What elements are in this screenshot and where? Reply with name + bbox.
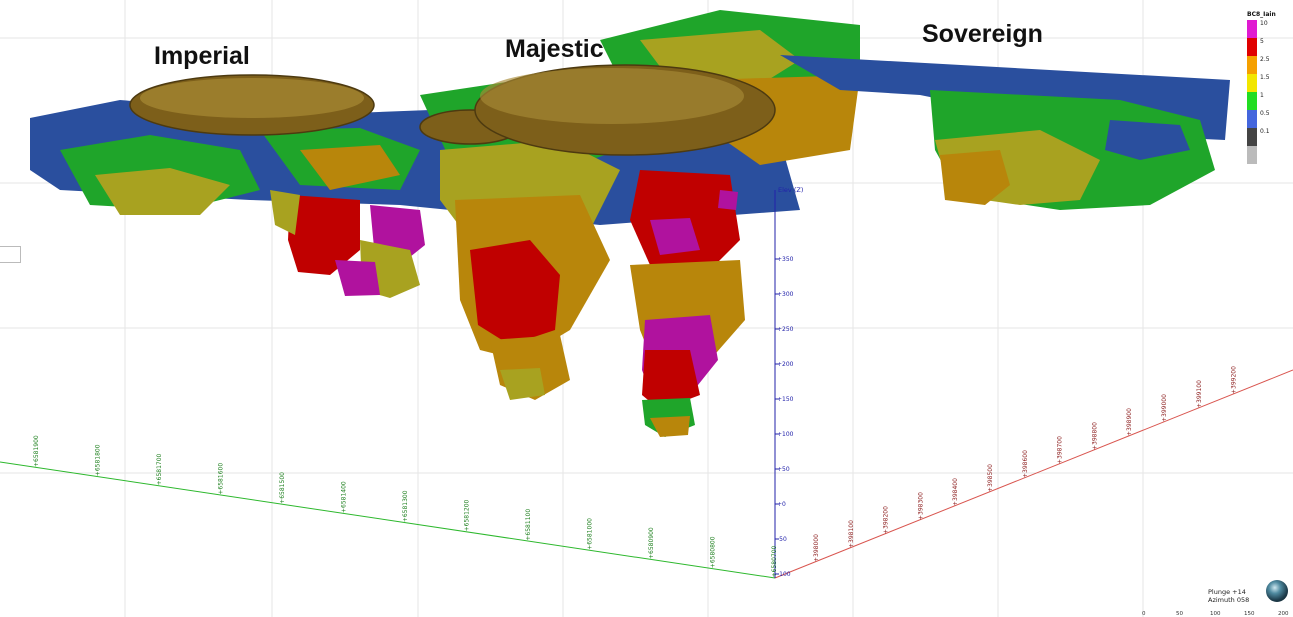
block-sovereign-blue	[1105, 120, 1190, 160]
northing-tick-label: +6581900	[33, 435, 40, 467]
easting-tick-label: +398500	[987, 464, 994, 492]
axis-lines	[0, 190, 1293, 579]
azimuth-readout: Azimuth 058	[1208, 596, 1250, 604]
legend-row	[1247, 146, 1289, 164]
easting-tick-label: +399200	[1231, 366, 1238, 394]
easting-tick-label: +398300	[917, 492, 924, 520]
pit-label-imperial: Imperial	[154, 42, 250, 70]
northing-tick-label: +6581600	[218, 463, 225, 495]
legend-row: 1	[1247, 92, 1289, 110]
side-panel-tab[interactable]	[0, 246, 21, 263]
easting-tick-label: +398800	[1091, 422, 1098, 450]
legend-swatch	[1247, 56, 1257, 74]
northing-tick-label: +6581800	[95, 444, 102, 476]
northing-tick-label: +6580900	[648, 527, 655, 559]
scale-tick-label: 100	[1210, 611, 1221, 617]
pit-label-majestic: Majestic	[505, 35, 604, 63]
easting-tick-label: +398200	[883, 506, 890, 534]
easting-tick-label: +399100	[1196, 380, 1203, 408]
northing-tick-label: +6581200	[464, 499, 471, 531]
legend-value: 5	[1260, 38, 1264, 45]
legend-row: 2.5	[1247, 56, 1289, 74]
northing-tick-label: +6581300	[402, 490, 409, 522]
elev-tick-label: -50	[777, 536, 787, 543]
legend-value: 10	[1260, 20, 1268, 27]
legend-swatch	[1247, 128, 1257, 146]
elev-tick-label: +0	[777, 501, 786, 508]
scale-tick-label: 50	[1176, 611, 1183, 617]
scale-tick-label: 0	[1142, 611, 1146, 617]
northing-tick-label: +6581100	[525, 509, 532, 541]
block-imperial-red	[288, 195, 360, 275]
easting-axis-line	[774, 369, 1293, 579]
easting-tick-label: +399000	[1161, 394, 1168, 422]
elev-tick-label: +250	[777, 326, 794, 333]
block-majestic-orange-base	[650, 416, 690, 437]
northing-axis-line	[0, 461, 776, 579]
legend-row: 0.5	[1247, 110, 1289, 128]
scale-tick-label: 200	[1278, 611, 1289, 617]
scale-bar: 0 50 100 150 200	[1140, 611, 1293, 617]
easting-tick-label: +398000	[813, 534, 820, 562]
elev-tick-label: +100	[777, 431, 794, 438]
legend-value: 0.1	[1260, 128, 1270, 135]
northing-tick-label: +6580700	[771, 545, 778, 577]
easting-tick-label: +398700	[1057, 436, 1064, 464]
pit-shells	[129, 64, 776, 156]
legend-swatch	[1247, 92, 1257, 110]
legend-value: 0.5	[1260, 110, 1270, 117]
elev-tick-label: +50	[777, 466, 790, 473]
northing-tick-label: +6581400	[341, 481, 348, 513]
pit-shell-majestic-rim	[480, 68, 744, 124]
scale-tick-label: 150	[1244, 611, 1255, 617]
easting-tick-label: +398400	[952, 478, 959, 506]
block-majestic-red-deep	[642, 350, 700, 410]
legend-swatch	[1247, 20, 1257, 38]
legend-swatch	[1247, 38, 1257, 56]
legend-value: 1.5	[1260, 74, 1270, 81]
block-slab-orange-mid	[300, 145, 400, 190]
northing-tick-label: +6581000	[587, 518, 594, 550]
legend-swatch	[1247, 146, 1257, 164]
elev-tick-label: +350	[777, 256, 794, 263]
elev-tick-label: +150	[777, 396, 794, 403]
elev-tick-label: +300	[777, 291, 794, 298]
easting-tick-label: +398100	[848, 520, 855, 548]
legend-swatch	[1247, 110, 1257, 128]
block-slab-olive-left	[95, 168, 230, 215]
block-imperial-olive	[270, 190, 300, 235]
plunge-readout: Plunge +14	[1208, 588, 1246, 596]
legend-row: 1.5	[1247, 74, 1289, 92]
pit-label-sovereign: Sovereign	[922, 20, 1043, 48]
legend-row: 0.1	[1247, 128, 1289, 146]
elev-axis-title: Elev (Z)	[778, 186, 803, 194]
block-majestic-magenta-cap	[718, 190, 738, 210]
legend-swatch	[1247, 74, 1257, 92]
northing-tick-label: +6581700	[156, 453, 163, 485]
block-imperial-magenta-lower	[335, 260, 380, 296]
easting-tick-label: +398600	[1022, 450, 1029, 478]
elev-tick-label: -100	[777, 571, 791, 578]
pit-shell-imperial-rim	[140, 78, 364, 118]
easting-tick-label: +398900	[1126, 408, 1133, 436]
elev-tick-label: +200	[777, 361, 794, 368]
block-sovereign-orange	[940, 150, 1010, 205]
northing-tick-label: +6580800	[710, 536, 717, 568]
legend-value: 1	[1260, 92, 1264, 99]
block-majestic-magenta-upper	[650, 218, 700, 255]
legend-row: 10	[1247, 20, 1289, 38]
axis-ticks: +350+300+250+200+150+100+50+0-50-100+658…	[33, 256, 1238, 578]
view-orientation: Plunge +14 Azimuth 058	[1208, 588, 1249, 604]
legend-title: BC8_Iain	[1247, 11, 1276, 18]
legend-value: 2.5	[1260, 56, 1270, 63]
block-majestic-red	[470, 240, 560, 345]
northing-tick-label: +6581500	[279, 472, 286, 504]
legend-row: 5	[1247, 38, 1289, 56]
orientation-globe-icon[interactable]	[1266, 580, 1288, 602]
grade-legend: BC8_Iain 10 5 2.5 1.5 1 0.5 0.1	[1247, 9, 1289, 164]
block-majestic-olive-tail	[500, 368, 545, 400]
